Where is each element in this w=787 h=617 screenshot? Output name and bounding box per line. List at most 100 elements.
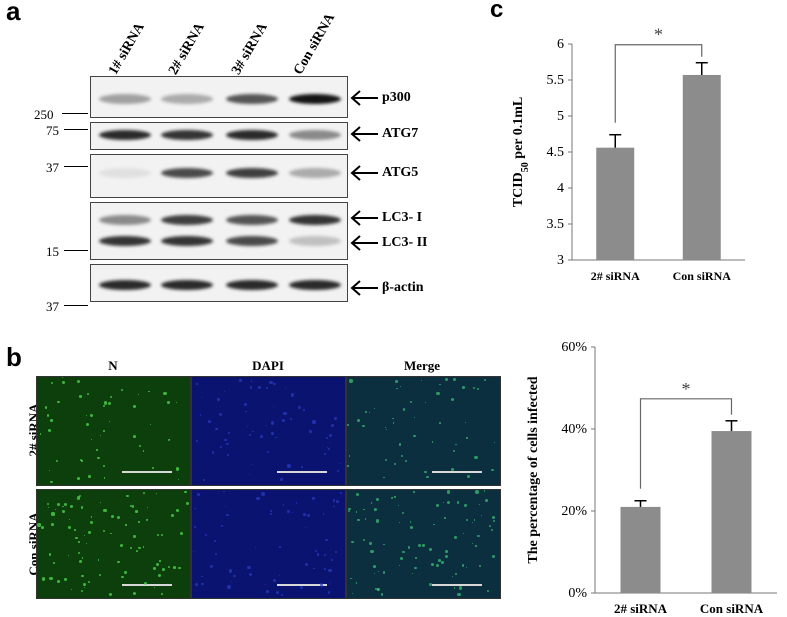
cell-dot bbox=[199, 413, 202, 416]
cell-dot bbox=[110, 395, 113, 398]
cell-dot bbox=[248, 473, 250, 476]
cell-dot bbox=[133, 435, 136, 439]
cell-dot bbox=[411, 572, 413, 574]
image-n-2siRNA bbox=[36, 376, 191, 486]
cell-dot bbox=[139, 444, 142, 447]
cell-dot bbox=[40, 526, 44, 529]
cell-dot bbox=[167, 438, 170, 441]
lane-label-2: 2# siRNA bbox=[166, 20, 208, 78]
cell-dot bbox=[272, 578, 276, 582]
cell-dot bbox=[272, 406, 274, 408]
band-lc3i-lane-4 bbox=[289, 215, 341, 225]
lane-label-3: 3# siRNA bbox=[229, 20, 271, 78]
cell-dot bbox=[217, 398, 220, 401]
cell-dot bbox=[276, 591, 280, 595]
cell-dot bbox=[450, 468, 454, 472]
cell-dot bbox=[352, 592, 354, 595]
cell-dot bbox=[413, 434, 416, 437]
band-actin-lane-4 bbox=[289, 280, 341, 290]
cell-dot bbox=[347, 465, 349, 467]
column-label-dapi: DAPI bbox=[252, 358, 284, 373]
cell-dot bbox=[171, 514, 175, 518]
cell-dot bbox=[442, 502, 444, 504]
cell-dot bbox=[68, 526, 72, 530]
cell-dot bbox=[137, 393, 140, 396]
cell-dot bbox=[48, 429, 52, 432]
cell-dot bbox=[96, 449, 98, 451]
cell-dot bbox=[382, 571, 386, 574]
cell-dot bbox=[49, 576, 53, 581]
cell-dot bbox=[372, 565, 376, 568]
cell-dot bbox=[155, 492, 157, 494]
x-category-label: Con siRNA bbox=[673, 269, 732, 283]
cell-dot bbox=[477, 534, 481, 538]
cell-dot bbox=[200, 582, 204, 586]
cell-dot bbox=[348, 510, 351, 513]
cell-dot bbox=[439, 383, 442, 386]
cell-dot bbox=[138, 547, 141, 550]
cell-dot bbox=[50, 481, 53, 484]
cell-dot bbox=[269, 380, 273, 385]
cell-dot bbox=[232, 574, 236, 578]
cell-dot bbox=[279, 546, 281, 548]
cell-dot bbox=[265, 590, 269, 593]
cell-dot bbox=[303, 512, 307, 516]
cell-dot bbox=[355, 511, 358, 513]
cell-dot bbox=[489, 524, 492, 527]
cell-dot bbox=[264, 583, 266, 586]
cell-dot bbox=[76, 379, 80, 383]
band-atg5-lane-4 bbox=[289, 168, 341, 178]
cell-dot bbox=[461, 564, 465, 567]
cell-dot bbox=[476, 388, 479, 391]
cell-dot bbox=[228, 431, 231, 434]
cell-dot bbox=[275, 436, 278, 439]
y-axis-label-subscript: 50 bbox=[520, 162, 531, 172]
image-merge-con-siRNA bbox=[346, 489, 501, 599]
cell-dot bbox=[108, 420, 110, 422]
cell-dot bbox=[150, 424, 152, 426]
cell-dot bbox=[333, 505, 335, 508]
cell-dot bbox=[392, 422, 394, 424]
cell-dot bbox=[75, 536, 78, 540]
cell-dot bbox=[78, 559, 82, 563]
cell-dot bbox=[160, 534, 163, 537]
cell-dot bbox=[493, 442, 495, 444]
cell-dot bbox=[338, 462, 341, 465]
cell-dot bbox=[103, 508, 107, 512]
cell-dot bbox=[480, 515, 483, 517]
label-atg5: ATG5 bbox=[382, 165, 419, 180]
band-p300-lane-3 bbox=[226, 94, 278, 104]
cell-dot bbox=[323, 513, 325, 515]
blot-arrows bbox=[350, 90, 378, 296]
marker-tick-75 bbox=[64, 129, 88, 130]
y-tick-label: 6 bbox=[557, 37, 564, 52]
cell-dot bbox=[103, 430, 106, 432]
cell-dot bbox=[87, 474, 91, 478]
cell-dot bbox=[227, 585, 231, 589]
cell-dot bbox=[444, 554, 449, 559]
cell-dot bbox=[215, 552, 218, 555]
panel-c-letter: c bbox=[490, 0, 504, 23]
cell-dot bbox=[89, 413, 93, 417]
cell-dot bbox=[302, 409, 305, 411]
marker-tick-37b bbox=[64, 305, 88, 306]
cell-dot bbox=[218, 413, 222, 417]
cell-dot bbox=[377, 570, 380, 572]
image-merge-2siRNA bbox=[346, 376, 501, 486]
image-n-con-siRNA bbox=[36, 489, 191, 599]
cell-dot bbox=[287, 509, 291, 513]
cell-dot bbox=[399, 565, 401, 567]
cell-dot bbox=[409, 400, 413, 403]
cell-dot bbox=[324, 568, 326, 571]
significance-bracket bbox=[639, 398, 733, 489]
cell-dot bbox=[483, 490, 486, 492]
band-atg7-lane-1 bbox=[99, 130, 151, 140]
y-axis-label: The percentage of cells infected bbox=[526, 376, 541, 563]
cell-dot bbox=[176, 509, 180, 513]
label-p300: p300 bbox=[382, 90, 411, 105]
cell-dot bbox=[162, 568, 166, 572]
marker-tick-15 bbox=[64, 250, 88, 251]
band-lc3ii-lane-4 bbox=[289, 236, 341, 246]
cell-dot bbox=[300, 586, 304, 589]
x-category-label: 2# siRNA bbox=[591, 269, 640, 283]
